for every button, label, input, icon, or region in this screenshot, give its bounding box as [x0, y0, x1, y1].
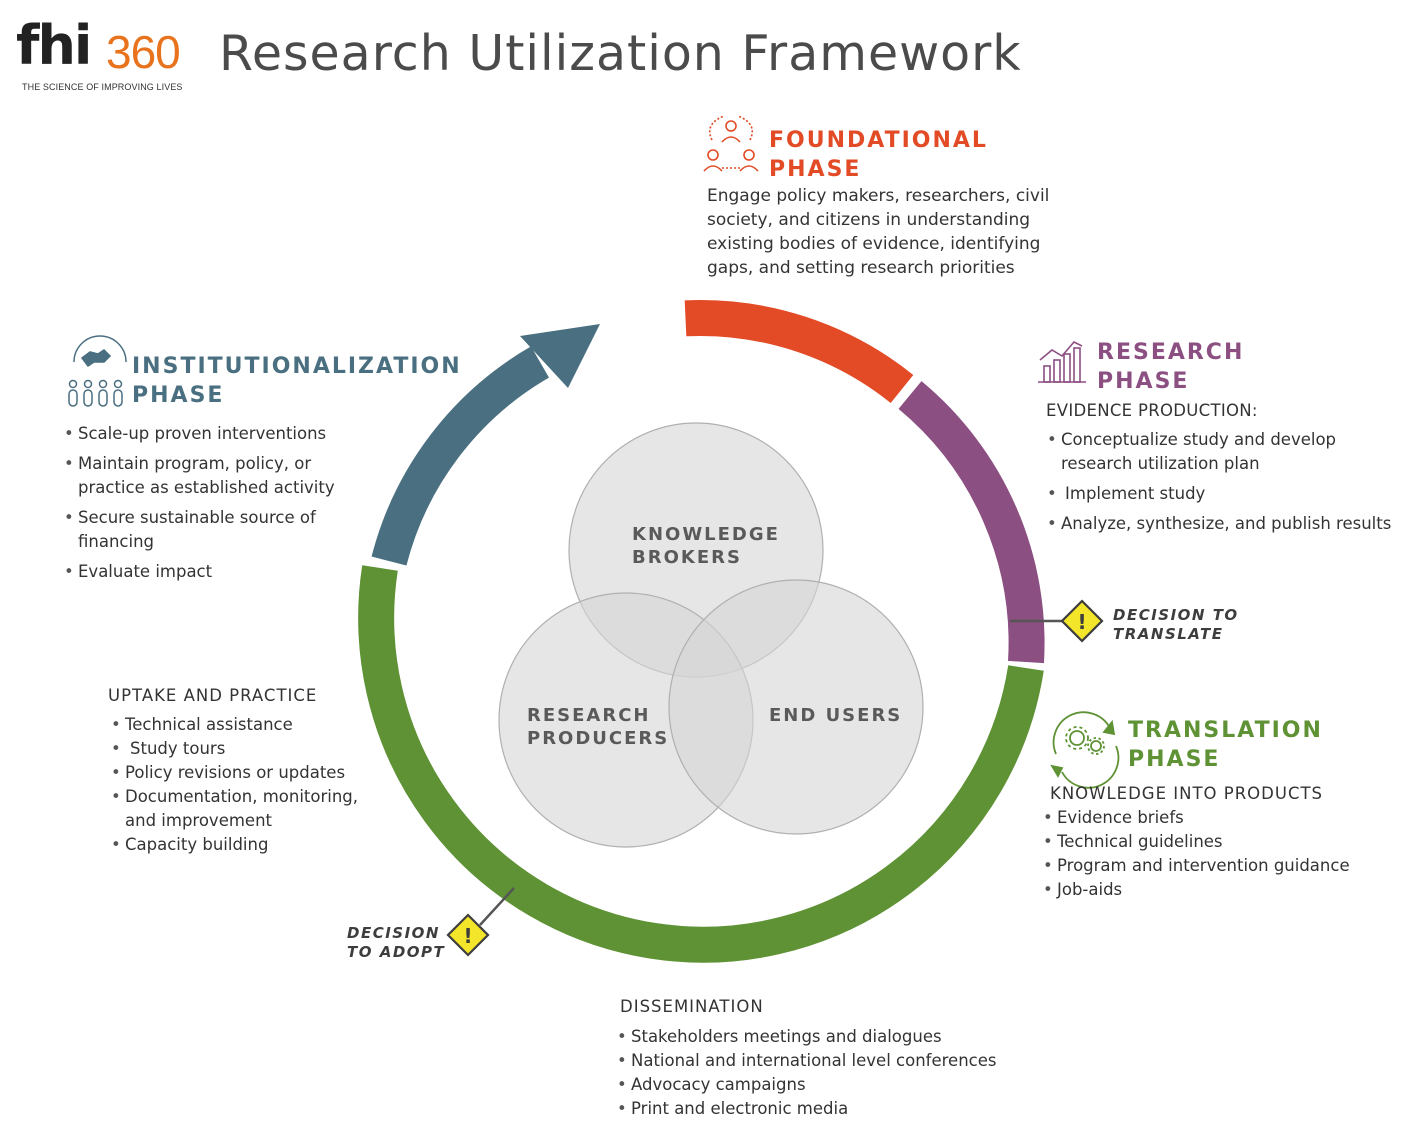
venn-brokers-line: BROKERS	[632, 547, 742, 568]
foundational-body-line: society, and citizens in understanding	[707, 210, 1031, 230]
list-item: Maintain program, policy, or	[62, 452, 335, 476]
uptake-subhead: UPTAKE AND PRACTICE	[108, 686, 318, 705]
list-item: Study tours	[109, 737, 358, 761]
uptake-list: Technical assistance Study tours Policy …	[109, 713, 358, 857]
venn-users-circle	[668, 579, 924, 835]
decision-translate-line: DECISION TO	[1113, 606, 1239, 624]
decision-adopt-label: DECISION TO ADOPT	[347, 924, 445, 962]
list-item: Evidence briefs	[1041, 806, 1350, 830]
translate-warning-icon	[1060, 599, 1104, 643]
list-item: National and international level confere…	[615, 1049, 996, 1073]
logo-fhi: fhi	[16, 14, 92, 77]
page-title: Research Utilization Framework	[219, 25, 1022, 82]
research-title: RESEARCH PHASE	[1097, 338, 1244, 396]
research-subhead: EVIDENCE PRODUCTION:	[1046, 401, 1258, 420]
translation-list: Evidence briefs Technical guidelines Pro…	[1041, 806, 1350, 902]
institutional-list: Scale-up proven interventions Maintain p…	[62, 422, 335, 584]
population-map-icon	[68, 335, 127, 407]
institutional-title-line1: INSTITUTIONALIZATION	[132, 354, 462, 379]
decision-adopt-line: DECISION	[347, 924, 440, 942]
logo-360: 360	[106, 26, 181, 78]
decision-translate-label: DECISION TO TRANSLATE	[1113, 606, 1239, 644]
list-item: Analyze, synthesize, and publish results	[1045, 512, 1391, 536]
decision-adopt-line: TO ADOPT	[347, 943, 446, 961]
research-title-line1: RESEARCH	[1097, 340, 1245, 365]
translation-arc	[358, 565, 1044, 963]
list-item: and improvement	[125, 811, 273, 830]
institutional-title: INSTITUTIONALIZATION PHASE	[132, 352, 462, 410]
list-item: Documentation, monitoring,	[109, 785, 358, 809]
foundational-title-line1: FOUNDATIONAL	[769, 128, 988, 153]
translation-subhead: KNOWLEDGE INTO PRODUCTS	[1050, 784, 1324, 803]
list-item: Print and electronic media	[615, 1097, 996, 1121]
venn-producers-line: PRODUCERS	[527, 728, 670, 749]
translate-warning-mark: !	[1077, 610, 1086, 634]
list-item: Conceptualize study and develop	[1045, 428, 1391, 452]
research-list: Conceptualize study and develop research…	[1045, 428, 1391, 536]
gears-cycle-icon	[1050, 711, 1120, 789]
venn-producers-label: RESEARCH PRODUCERS	[527, 704, 669, 750]
research-title-line2: PHASE	[1097, 369, 1190, 394]
adopt-connector	[479, 887, 515, 926]
list-item: Program and intervention guidance	[1041, 854, 1350, 878]
institutional-arrowhead	[520, 324, 600, 388]
list-item: financing	[78, 532, 155, 551]
list-item: Secure sustainable source of	[62, 506, 335, 530]
list-item: Stakeholders meetings and dialogues	[615, 1025, 996, 1049]
institutional-arc	[371, 346, 550, 566]
foundational-body-line: gaps, and setting research priorities	[707, 258, 1015, 278]
list-item: Technical assistance	[109, 713, 358, 737]
foundational-body-line: Engage policy makers, researchers, civil	[707, 186, 1050, 206]
list-item: Capacity building	[109, 833, 358, 857]
foundational-title-line2: PHASE	[769, 157, 862, 182]
list-item: Job-aids	[1041, 878, 1350, 902]
venn-producers-line: RESEARCH	[527, 705, 651, 726]
logo-tagline: THE SCIENCE OF IMPROVING LIVES	[22, 82, 183, 92]
translation-title: TRANSLATION PHASE	[1128, 716, 1323, 774]
foundational-body-line: existing bodies of evidence, identifying	[707, 234, 1041, 254]
foundational-body: Engage policy makers, researchers, civil…	[707, 184, 1067, 280]
bar-chart-icon	[1038, 341, 1086, 383]
list-item: research utilization plan	[1061, 454, 1260, 473]
people-network-icon	[703, 115, 759, 172]
dissemination-subhead: DISSEMINATION	[620, 997, 764, 1016]
translation-title-line1: TRANSLATION	[1128, 718, 1323, 743]
venn-brokers-line: KNOWLEDGE	[632, 524, 780, 545]
adopt-warning-mark: !	[463, 924, 472, 948]
venn-users-label: END USERS	[769, 705, 903, 726]
list-item: Implement study	[1045, 482, 1391, 506]
decision-translate-line: TRANSLATE	[1113, 625, 1224, 643]
list-item: Evaluate impact	[62, 560, 335, 584]
research-arc	[898, 381, 1045, 664]
list-item: Policy revisions or updates	[109, 761, 358, 785]
foundational-arc	[684, 299, 914, 404]
list-item: Technical guidelines	[1041, 830, 1350, 854]
foundational-title: FOUNDATIONAL PHASE	[769, 126, 988, 184]
adopt-warning-icon	[446, 913, 490, 957]
venn-brokers-label: KNOWLEDGE BROKERS	[632, 523, 780, 569]
list-item: Advocacy campaigns	[615, 1073, 996, 1097]
translation-title-line2: PHASE	[1128, 747, 1221, 772]
list-item: practice as established activity	[78, 478, 335, 497]
dissemination-list: Stakeholders meetings and dialogues Nati…	[615, 1025, 996, 1121]
list-item: Scale-up proven interventions	[62, 422, 335, 446]
institutional-title-line2: PHASE	[132, 383, 225, 408]
